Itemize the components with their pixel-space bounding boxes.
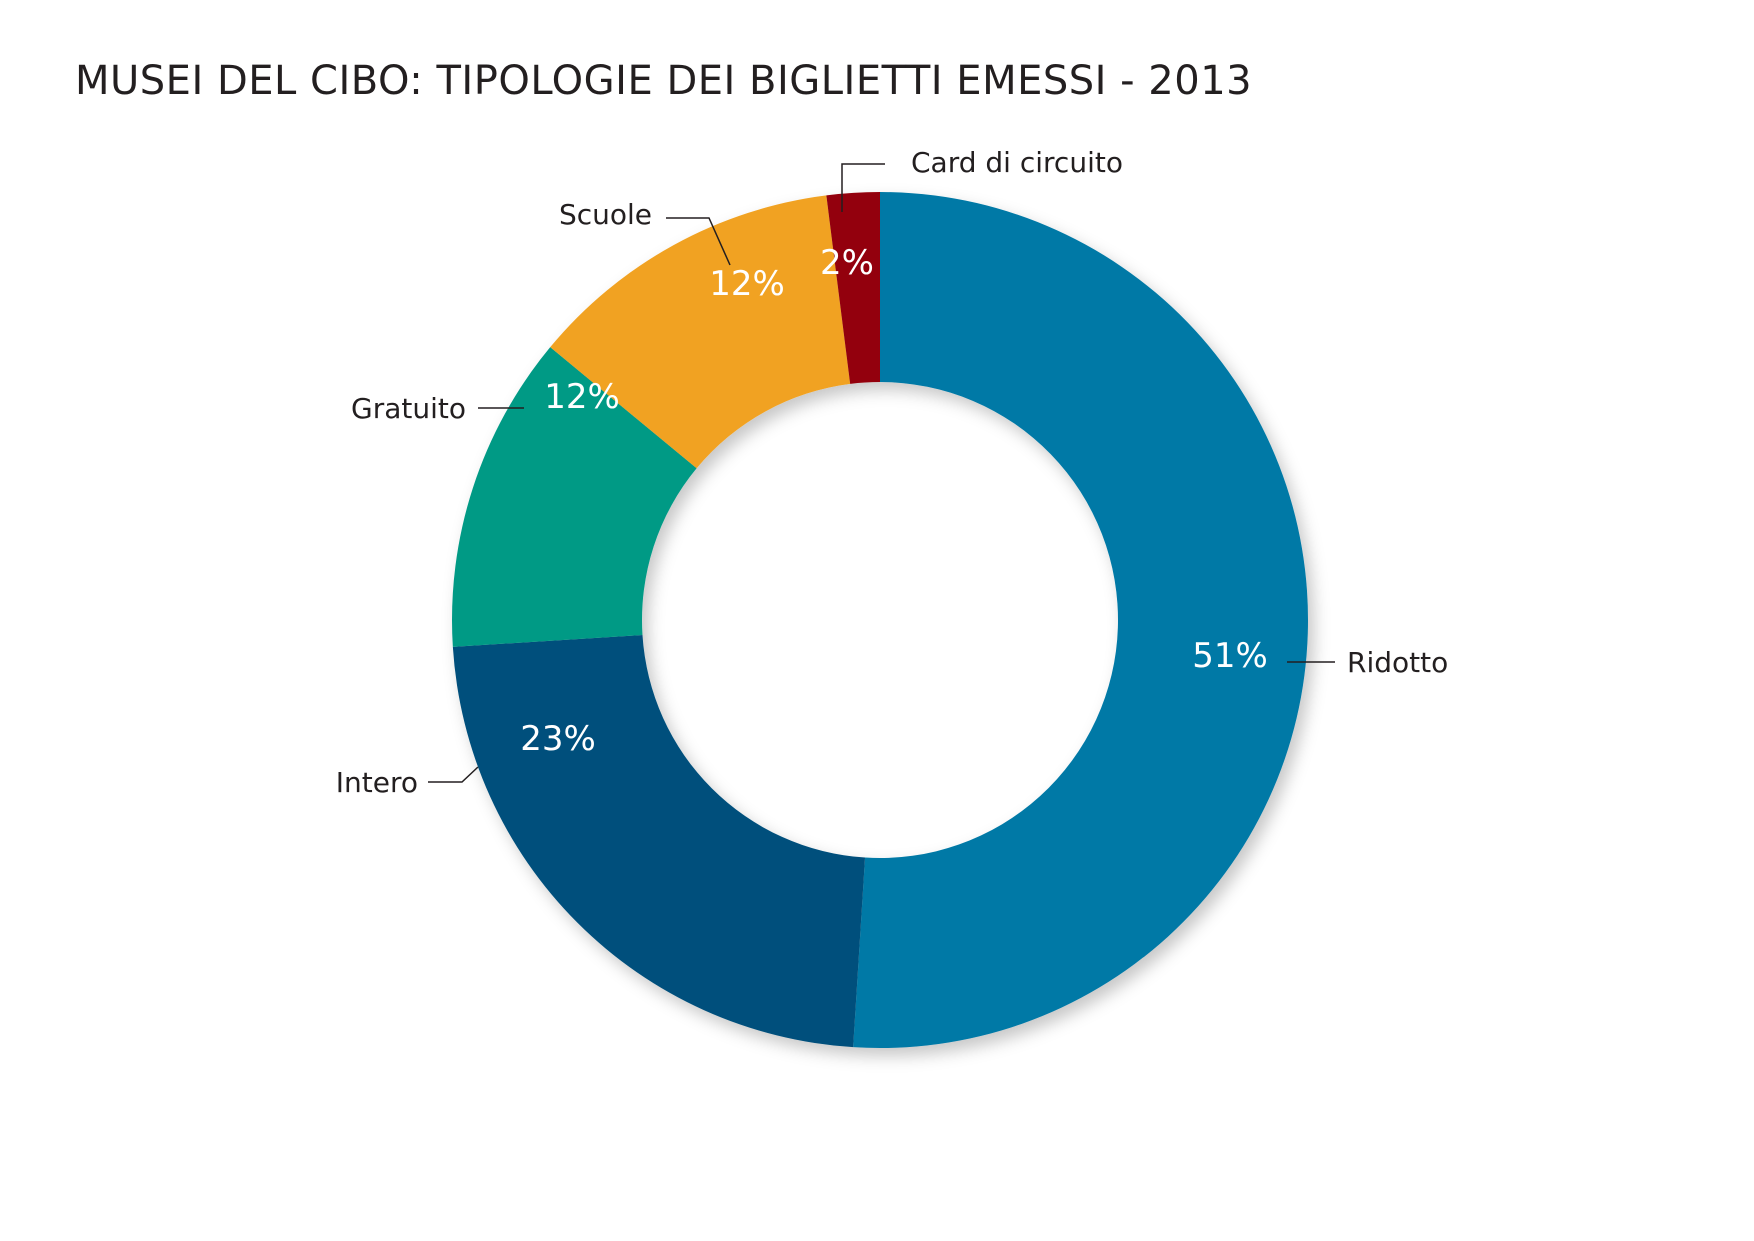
category-labels: Ridotto Intero Gratuito Scuole Card di circu… (336, 146, 1448, 799)
category-label-scuole: Scuole (559, 198, 652, 231)
category-label-gratuito: Gratuito (351, 392, 466, 425)
category-label-card-di-circuito: Card di circuito (911, 146, 1123, 179)
leader-line-intero (428, 766, 479, 783)
percent-labels: 51% 23% 12% 12% 2% (520, 243, 1268, 759)
leader-line-scuole (666, 217, 731, 266)
percent-label-card-di-circuito: 2% (820, 243, 874, 283)
category-label-intero: Intero (336, 766, 418, 799)
chart-title: MUSEI DEL CIBO: TIPOLOGIE DEI BIGLIETTI … (75, 58, 1253, 104)
slice-gratuito (452, 347, 697, 647)
percent-label-ridotto: 51% (1192, 636, 1268, 676)
percent-label-intero: 23% (520, 719, 596, 759)
percent-label-gratuito: 12% (544, 377, 620, 417)
slice-card-di-circuito (826, 192, 880, 384)
slice-intero (452, 634, 866, 1048)
category-label-ridotto: Ridotto (1347, 646, 1448, 679)
slice-ridotto (853, 192, 1309, 1049)
leader-lines (428, 163, 1335, 783)
leader-line-card-di-circuito (841, 163, 885, 212)
donut-ring (452, 192, 1309, 1049)
slice-scuole (550, 195, 851, 469)
percent-label-scuole: 12% (709, 264, 785, 304)
